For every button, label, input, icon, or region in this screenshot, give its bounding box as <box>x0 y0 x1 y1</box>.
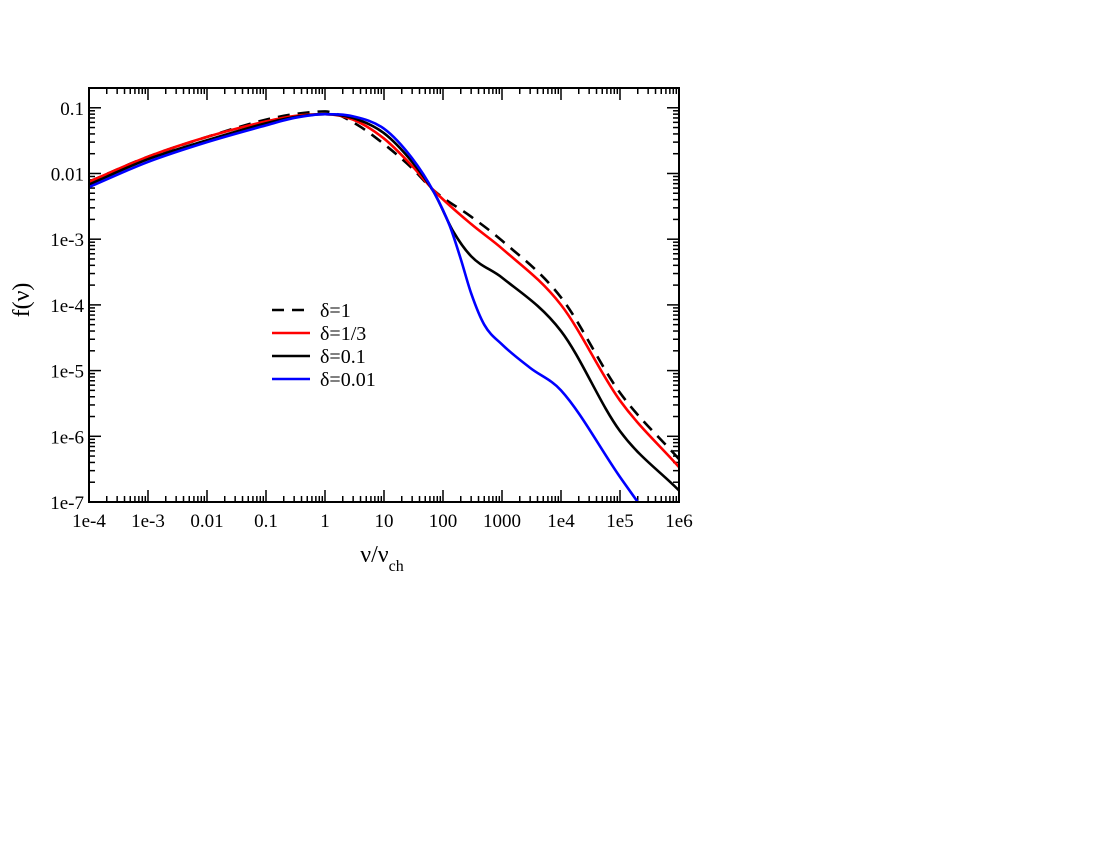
x-axis-label-main: ν/ν <box>360 542 389 568</box>
y-tick-labels: 0.1 0.01 1e-3 1e-4 1e-5 1e-6 1e-7 <box>50 99 84 514</box>
x-axis-label: ν/νch <box>360 542 403 575</box>
legend-entry: δ=1 <box>320 300 351 322</box>
x-tick-label: 1e6 <box>665 511 692 532</box>
series-line <box>89 112 679 468</box>
x-tick-label: 1 <box>320 511 330 532</box>
x-tick-label: 1e4 <box>547 511 575 532</box>
series-line <box>89 112 679 492</box>
legend-entry: δ=1/3 <box>320 323 366 345</box>
y-tick-label: 1e-6 <box>50 427 84 448</box>
x-tick-label: 100 <box>429 511 458 532</box>
x-tick-label: 0.1 <box>254 511 278 532</box>
y-tick-label: 1e-7 <box>50 493 84 514</box>
y-tick-label: 1e-5 <box>50 362 84 383</box>
x-tick-labels: 1e-4 1e-3 0.01 0.1 1 10 100 1000 1e4 1e5 1e6 <box>72 511 693 532</box>
series-line <box>89 110 679 460</box>
x-tick-label: 0.01 <box>190 511 223 532</box>
y-tick-label: 1e-4 <box>50 296 84 317</box>
legend-entry: δ=0.01 <box>320 369 376 391</box>
x-tick-label: 1e-3 <box>131 511 165 532</box>
x-tick-label: 1e-4 <box>72 511 106 532</box>
series-line <box>89 112 639 502</box>
y-tick-label: 1e-3 <box>50 230 84 251</box>
legend-entry: δ=0.1 <box>320 346 366 368</box>
y-tick-label: 0.01 <box>51 164 84 185</box>
x-tick-label: 1000 <box>483 511 521 532</box>
series-lines <box>89 110 679 502</box>
x-axis-label-sub: ch <box>389 558 404 575</box>
x-tick-label: 10 <box>375 511 394 532</box>
y-axis-label: f(ν) <box>9 283 35 318</box>
plot-frame <box>88 87 680 503</box>
y-tick-label: 0.1 <box>60 99 84 120</box>
x-tick-label: 1e5 <box>606 511 633 532</box>
legend: δ=1δ=1/3δ=0.1δ=0.01 <box>272 300 376 391</box>
